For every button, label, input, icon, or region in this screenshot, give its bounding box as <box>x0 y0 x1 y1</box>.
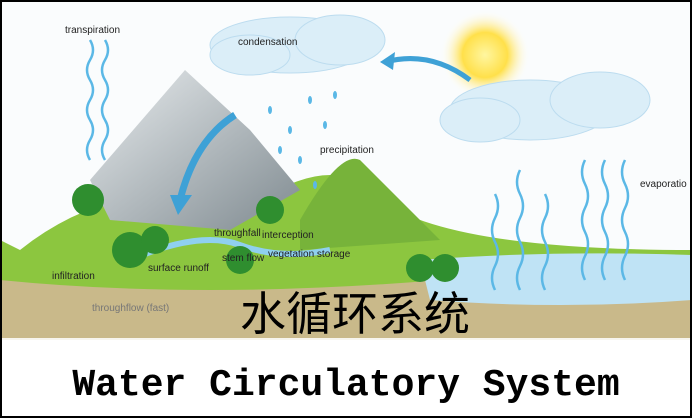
label: surface runoff <box>148 263 209 274</box>
clouds <box>209 14 651 143</box>
label: transpiration <box>65 25 120 36</box>
label: evaporatio <box>640 179 687 190</box>
hill <box>300 158 440 250</box>
label: precipitation <box>320 145 374 156</box>
label: interception <box>262 230 314 241</box>
label: infiltration <box>52 271 95 282</box>
sea <box>420 253 692 305</box>
arrow <box>176 112 237 201</box>
label: throughfall <box>214 228 261 239</box>
label: stem flow <box>222 253 265 264</box>
title-cn: 水循环系统 <box>240 289 470 340</box>
title-band <box>0 338 692 418</box>
title-en: Water Circulatory System <box>72 364 619 407</box>
label: throughflow (fast) <box>92 303 169 314</box>
arrow-head <box>380 52 395 70</box>
waves <box>85 39 630 291</box>
river <box>128 237 331 263</box>
label: condensation <box>238 37 298 48</box>
trees <box>72 184 459 282</box>
rain <box>268 91 337 189</box>
arrow-head <box>170 195 192 215</box>
label: vegetation storage <box>268 249 351 260</box>
mountain <box>90 70 300 230</box>
